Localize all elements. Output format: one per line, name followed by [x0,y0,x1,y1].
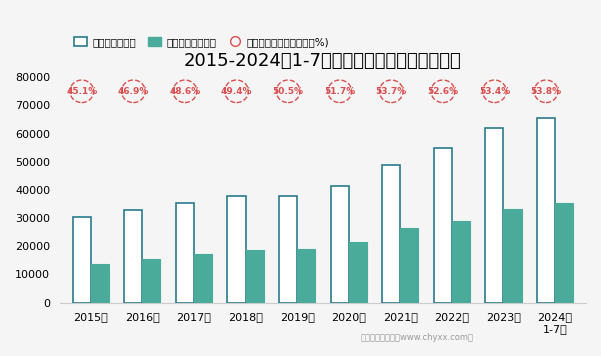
Bar [228,196,246,303]
Bar [279,195,297,303]
Text: 49.4%: 49.4% [221,87,252,96]
Text: 45.1%: 45.1% [66,87,97,96]
Bar [142,259,160,303]
Text: 51.7%: 51.7% [324,87,355,96]
Bar [504,209,522,303]
Bar [486,128,504,303]
Text: 46.9%: 46.9% [118,87,149,96]
Bar [124,210,142,303]
Bar [176,203,194,303]
Text: 52.6%: 52.6% [427,87,459,96]
Bar [349,242,367,303]
Text: 53.4%: 53.4% [479,87,510,96]
Bar [555,203,573,303]
Bar [246,250,264,303]
Bar [382,164,400,303]
Text: 制图：智研咨询（www.chyxx.com）: 制图：智研咨询（www.chyxx.com） [361,333,474,342]
Bar [434,148,452,303]
Bar [331,186,349,303]
Bar [452,221,470,303]
Bar [400,229,418,303]
Bar [194,254,212,303]
Text: 50.5%: 50.5% [273,87,304,96]
Bar [537,118,555,303]
Text: 48.6%: 48.6% [169,87,201,96]
Title: 2015-2024年1-7月安徽省工业企业资产统计图: 2015-2024年1-7月安徽省工业企业资产统计图 [184,52,462,70]
Text: 53.8%: 53.8% [531,87,561,96]
Legend: 总资产（亿元）, 流动资产（亿元）, 流动资产占总资产比率（%): 总资产（亿元）, 流动资产（亿元）, 流动资产占总资产比率（%) [70,33,333,51]
Bar [297,248,315,303]
Bar [73,217,91,303]
Bar [91,264,109,303]
Text: 53.7%: 53.7% [376,87,407,96]
